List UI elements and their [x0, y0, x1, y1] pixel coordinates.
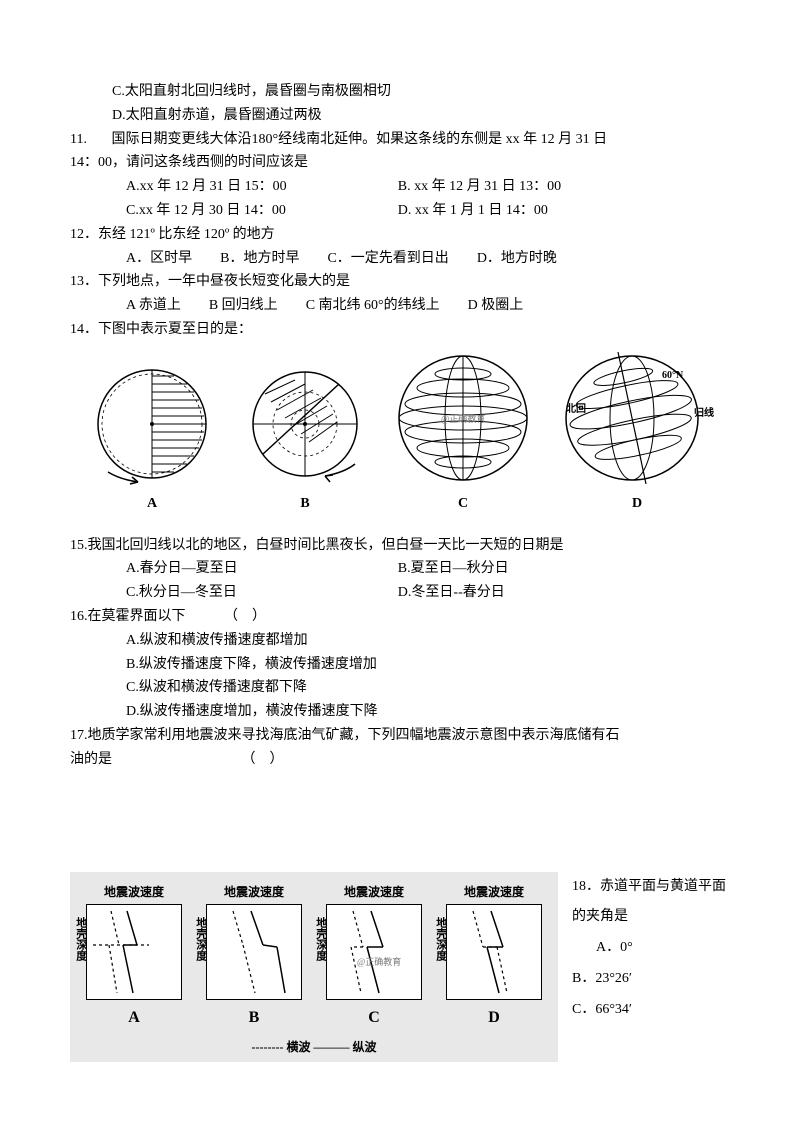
- seismic-watermark: @正确教育: [357, 956, 401, 967]
- seismic-item-c: 地震波速度 地壳深度 @正确教育 C: [326, 882, 422, 1032]
- q18-option-a: A．0°: [572, 933, 730, 964]
- q11-option-c: C.xx 年 12 月 30 日 14：00: [126, 199, 398, 223]
- seismic-head-c: 地震波速度: [344, 882, 404, 902]
- q15-option-a: A.春分日—夏至日: [126, 557, 398, 581]
- q12-option-d: D．地方时晚: [477, 247, 557, 271]
- q12-options: A．区时早 B．地方时早 C．一定先看到日出 D．地方时晚: [70, 247, 730, 271]
- q17-stem-1: 17.地质学家常利用地震波来寻找海底油气矿藏，下列四幅地震波示意图中表示海底储有…: [70, 724, 730, 748]
- globe-a: A: [80, 362, 224, 516]
- seismic-label-d: D: [488, 1004, 500, 1031]
- seismic-item-d: 地震波速度 地壳深度 D: [446, 882, 542, 1032]
- q16-option-b: B.纵波传播速度下降，横波传播速度增加: [70, 653, 730, 677]
- q11-stem-1: 11. 国际日期变更线大体沿180°经线南北延伸。如果这条线的东侧是 xx 年 …: [70, 128, 730, 152]
- globe-b-label: B: [300, 492, 309, 516]
- q16-option-d: D.纵波传播速度增加，横波传播速度下降: [70, 700, 730, 724]
- seismic-label-c: C: [368, 1004, 380, 1031]
- q14-figure-row: A: [70, 342, 730, 522]
- globe-d-label: D: [632, 492, 642, 516]
- seismic-vlabel-c: 地壳深度: [311, 917, 330, 961]
- q15-option-d: D.冬至日--春分日: [398, 581, 670, 605]
- q18-stem-2: 的夹角是: [572, 902, 730, 933]
- q16-option-c: C.纵波和横波传播速度都下降: [70, 676, 730, 700]
- globe-b: B: [238, 362, 372, 516]
- q15-option-c: C.秋分日—冬至日: [126, 581, 398, 605]
- q10-option-c: C.太阳直射北回归线时，晨昏圈与南极圈相切: [70, 80, 730, 104]
- q11-option-a: A.xx 年 12 月 31 日 15：00: [126, 175, 398, 199]
- q17-stem-2: 油的是 （ ）: [70, 748, 730, 772]
- q12-option-a: A．区时早: [126, 247, 192, 271]
- q18-stem-1: 18．赤道平面与黄道平面: [572, 872, 730, 903]
- globe-d: 60°N 北回 归线 D: [554, 350, 720, 516]
- globe-c-label: C: [458, 492, 468, 516]
- seismic-head-a: 地震波速度: [104, 882, 164, 902]
- seismic-label-b: B: [249, 1004, 260, 1031]
- q11-options-row-2: C.xx 年 12 月 30 日 14：00 D. xx 年 1 月 1 日 1…: [70, 199, 730, 223]
- seismic-legend: -------- 横波 ——— 纵波: [74, 1037, 554, 1057]
- q11-options-row-1: A.xx 年 12 月 31 日 15：00 B. xx 年 12 月 31 日…: [70, 175, 730, 199]
- q15-option-b: B.夏至日—秋分日: [398, 557, 670, 581]
- q15-options-row-2: C.秋分日—冬至日 D.冬至日--春分日: [70, 581, 730, 605]
- q13-option-c: C 南北纬 60°的纬线上: [306, 294, 440, 318]
- q11-stem-2: 14：00，请问这条线西侧的时间应该是: [70, 151, 730, 175]
- q18-option-b: B．23°26′: [572, 964, 730, 995]
- q11-option-d: D. xx 年 1 月 1 日 14：00: [398, 199, 670, 223]
- q13-stem: 13．下列地点，一年中昼夜长短变化最大的是: [70, 270, 730, 294]
- q13-option-d: D 极圈上: [468, 294, 524, 318]
- q12-stem: 12．东经 121º 比东经 120º 的地方: [70, 223, 730, 247]
- globe-c: @正确教育 C: [386, 350, 540, 516]
- seismic-head-d: 地震波速度: [464, 882, 524, 902]
- q15-stem: 15.我国北回归线以北的地区，白昼时间比黑夜长，但白昼一天比一天短的日期是: [70, 534, 730, 558]
- q12-option-b: B．地方时早: [220, 247, 299, 271]
- watermark-icon: @正确教育: [441, 413, 485, 424]
- seismic-label-a: A: [128, 1004, 140, 1031]
- q16-option-a: A.纵波和横波传播速度都增加: [70, 629, 730, 653]
- q11-option-b: B. xx 年 12 月 31 日 13：00: [398, 175, 670, 199]
- seismic-head-b: 地震波速度: [224, 882, 284, 902]
- q10-option-d: D.太阳直射赤道，晨昏圈通过两极: [70, 104, 730, 128]
- seismic-vlabel-a: 地壳深度: [71, 917, 90, 961]
- q13-options: A 赤道上 B 回归线上 C 南北纬 60°的纬线上 D 极圈上: [70, 294, 730, 318]
- seismic-figure: 地震波速度 地壳深度 A: [70, 872, 558, 1062]
- globe-d-tropic-label-2: 归线: [694, 406, 714, 419]
- q18-option-c: C．66°34′: [572, 995, 730, 1026]
- q12-option-c: C．一定先看到日出: [327, 247, 448, 271]
- seismic-vlabel-d: 地壳深度: [431, 917, 450, 961]
- globe-d-lat-label: 60°N: [662, 370, 684, 381]
- q16-stem: 16.在莫霍界面以下 （ ）: [70, 605, 730, 629]
- seismic-item-a: 地震波速度 地壳深度 A: [86, 882, 182, 1032]
- globe-d-tropic-label-1: 北回: [566, 402, 586, 415]
- seismic-item-b: 地震波速度 地壳深度 B: [206, 882, 302, 1032]
- q13-option-a: A 赤道上: [126, 294, 181, 318]
- q14-stem: 14．下图中表示夏至日的是：: [70, 318, 730, 342]
- q13-option-b: B 回归线上: [209, 294, 278, 318]
- globe-a-label: A: [147, 492, 157, 516]
- seismic-vlabel-b: 地壳深度: [191, 917, 210, 961]
- q15-options-row-1: A.春分日—夏至日 B.夏至日—秋分日: [70, 557, 730, 581]
